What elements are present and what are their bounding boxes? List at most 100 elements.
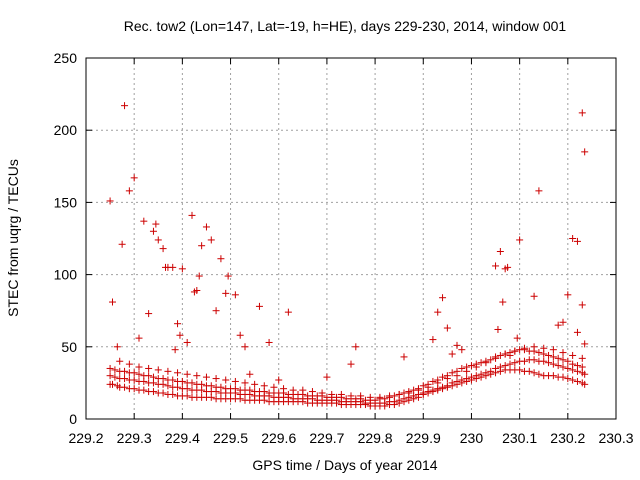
- data-point: [284, 308, 292, 316]
- data-point: [472, 363, 480, 371]
- y-tick-label: 200: [54, 122, 78, 138]
- x-axis: 229.2 229.3 229.4 229.5 229.6 229.7 229.8 229.9…: [68, 58, 634, 446]
- data-point: [169, 376, 177, 384]
- data-point: [506, 351, 514, 359]
- data-point: [530, 292, 538, 300]
- data-point: [395, 390, 403, 398]
- data-point: [482, 369, 490, 377]
- data-point: [458, 346, 466, 354]
- data-point: [113, 343, 121, 351]
- data-point: [116, 357, 124, 365]
- data-point: [109, 380, 116, 388]
- data-point: [443, 324, 451, 332]
- x-tick-label: 230.1: [502, 430, 537, 446]
- data-point: [106, 372, 114, 380]
- y-tick-label: 50: [61, 339, 77, 355]
- data-point: [434, 308, 442, 316]
- data-point: [195, 272, 203, 280]
- data-point: [559, 373, 567, 381]
- data-point: [496, 247, 504, 255]
- data-point: [154, 236, 162, 244]
- data-point: [535, 370, 543, 378]
- data-point: [202, 373, 210, 381]
- data-point: [289, 386, 297, 394]
- x-axis-title: GPS time / Days of year 2014: [252, 457, 437, 473]
- x-tick-label: 230.3: [598, 430, 633, 446]
- data-point: [472, 372, 480, 380]
- data-point: [549, 372, 557, 380]
- data-point: [448, 379, 456, 387]
- data-point: [121, 375, 129, 383]
- data-point: [477, 370, 485, 378]
- data-point: [581, 148, 589, 156]
- data-point: [439, 294, 447, 302]
- x-tick-label: 229.3: [117, 430, 152, 446]
- data-point: [559, 363, 567, 371]
- data-point: [453, 372, 461, 380]
- data-point: [578, 354, 586, 362]
- data-point: [520, 357, 528, 365]
- data-point: [569, 235, 577, 242]
- data-point: [419, 389, 427, 397]
- data-point: [149, 227, 157, 235]
- data-point: [581, 380, 589, 388]
- data-point: [516, 366, 524, 374]
- data-point: [183, 370, 191, 378]
- data-point: [540, 344, 548, 352]
- data-point: [145, 310, 153, 318]
- data-point: [439, 373, 447, 381]
- data-point: [260, 382, 268, 390]
- data-point: [106, 364, 114, 372]
- data-point: [564, 364, 572, 372]
- data-point: [207, 236, 215, 244]
- data-point: [188, 379, 196, 387]
- data-point: [578, 363, 586, 371]
- data-point: [159, 375, 167, 383]
- data-point: [554, 321, 562, 329]
- data-point: [530, 356, 538, 364]
- data-point: [569, 360, 577, 368]
- data-point: [174, 320, 182, 328]
- y-tick-label: 150: [54, 194, 78, 210]
- data-point: [554, 354, 562, 362]
- x-tick-label: 229.7: [309, 430, 344, 446]
- data-point: [573, 328, 581, 336]
- data-point: [135, 363, 143, 371]
- data-point: [241, 379, 249, 387]
- data-point: [405, 389, 413, 397]
- data-point: [545, 351, 553, 359]
- data-point: [255, 302, 263, 310]
- data-point: [198, 242, 206, 250]
- data-point: [448, 369, 456, 377]
- data-point: [121, 367, 129, 375]
- data-point: [135, 370, 143, 378]
- data-point: [207, 382, 215, 390]
- data-point: [231, 291, 239, 299]
- data-point: [482, 359, 490, 367]
- data-point: [109, 298, 116, 306]
- data-point: [251, 380, 259, 388]
- data-point: [174, 369, 182, 377]
- data-point: [549, 346, 557, 354]
- data-point: [265, 338, 273, 346]
- data-point: [496, 351, 504, 359]
- data-point: [569, 351, 577, 359]
- chart-title: Rec. tow2 (Lon=147, Lat=-19, h=HE), days…: [124, 18, 567, 34]
- data-point: [492, 364, 500, 372]
- data-point: [183, 392, 191, 400]
- data-point: [573, 237, 581, 245]
- data-point: [511, 347, 519, 355]
- y-axis-title: STEC from uqrg / TECUs: [5, 159, 21, 317]
- data-point: [429, 386, 437, 394]
- data-point: [540, 357, 548, 365]
- data-point: [494, 325, 502, 333]
- y-tick-label: 250: [54, 50, 78, 66]
- data-point: [501, 362, 509, 370]
- data-point: [121, 102, 129, 110]
- data-point: [308, 388, 316, 396]
- data-point: [530, 369, 538, 377]
- data-point: [467, 362, 475, 370]
- data-point: [222, 289, 230, 297]
- data-point: [549, 360, 557, 368]
